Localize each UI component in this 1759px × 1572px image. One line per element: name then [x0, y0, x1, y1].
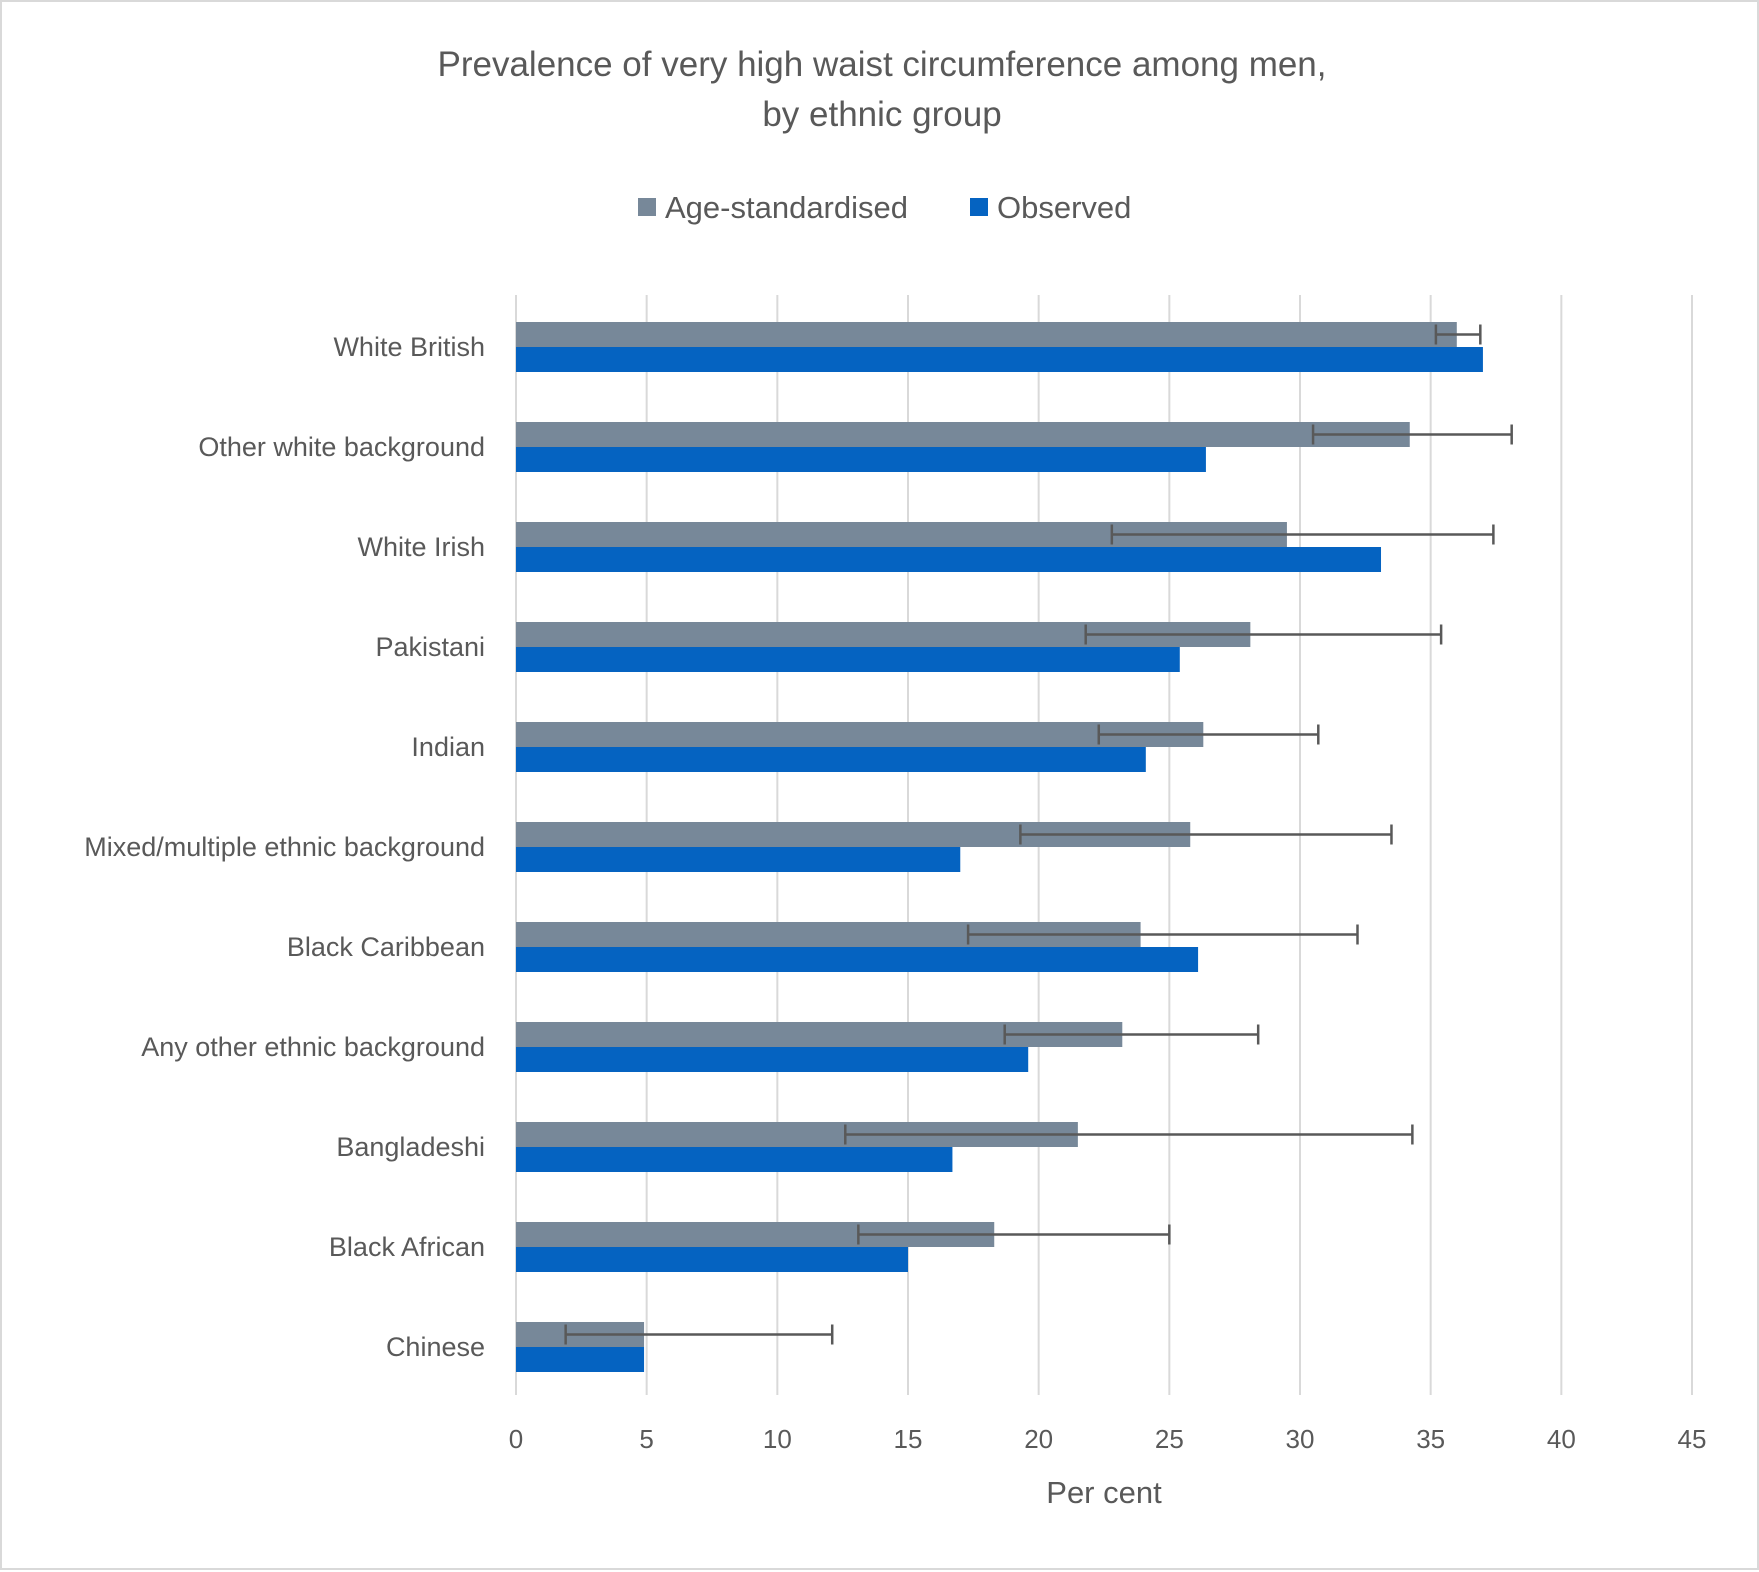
- bar-observed-black-caribbean: [516, 947, 1199, 972]
- error-bars: [564, 324, 1513, 1345]
- bars: [516, 322, 1483, 1372]
- x-tick-label-25: 25: [1155, 1424, 1184, 1454]
- bar-age-standardised-indian: [516, 722, 1204, 747]
- x-tick-label-0: 0: [509, 1424, 523, 1454]
- category-label-any-other-ethnic-background: Any other ethnic background: [141, 1032, 485, 1062]
- error-bar-chinese: [564, 1324, 834, 1345]
- x-tick-label-5: 5: [639, 1424, 653, 1454]
- error-bar-white-irish: [1110, 524, 1495, 545]
- legend-swatch-observed: [970, 198, 988, 216]
- bar-observed-bangladeshi: [516, 1147, 953, 1172]
- x-axis-title: Per cent: [1046, 1475, 1162, 1510]
- category-label-chinese: Chinese: [386, 1332, 485, 1362]
- category-label-other-white-background: Other white background: [198, 432, 485, 462]
- error-bar-any-other-ethnic-background: [1003, 1024, 1260, 1045]
- category-labels: White British Other white background White…: [84, 332, 485, 1362]
- category-label-white-irish: White Irish: [357, 532, 485, 562]
- legend-swatch-age-standardised: [638, 198, 656, 216]
- error-bar-other-white-background: [1311, 424, 1513, 445]
- error-bar-mixed-multiple-ethnic-background: [1019, 824, 1393, 845]
- error-bar-bangladeshi: [844, 1124, 1414, 1145]
- category-label-pakistani: Pakistani: [375, 632, 485, 662]
- error-bar-white-british: [1434, 324, 1482, 345]
- category-label-black-caribbean: Black Caribbean: [287, 932, 485, 962]
- bar-age-standardised-white-british: [516, 322, 1457, 347]
- error-bar-indian: [1097, 724, 1320, 745]
- category-label-black-african: Black African: [329, 1232, 485, 1262]
- bar-observed-white-irish: [516, 547, 1382, 572]
- bar-observed-chinese: [516, 1347, 645, 1372]
- chart-title-line-1: Prevalence of very high waist circumfere…: [437, 45, 1326, 84]
- error-bar-pakistani: [1084, 624, 1443, 645]
- category-label-indian: Indian: [411, 732, 485, 762]
- category-label-mixed-multiple-ethnic-background: Mixed/multiple ethnic background: [84, 832, 485, 862]
- bar-observed-other-white-background: [516, 447, 1206, 472]
- bar-observed-indian: [516, 747, 1146, 772]
- legend: Age-standardised Observed: [638, 190, 1131, 225]
- x-tick-label-20: 20: [1024, 1424, 1053, 1454]
- x-tick-label-15: 15: [894, 1424, 923, 1454]
- bar-age-standardised-other-white-background: [516, 422, 1410, 447]
- error-bar-black-african: [857, 1224, 1171, 1245]
- bar-observed-any-other-ethnic-background: [516, 1047, 1029, 1072]
- x-tick-label-35: 35: [1416, 1424, 1445, 1454]
- x-tick-labels: 0 5 10 15 20 25 30 35 40 45: [509, 1424, 1707, 1454]
- legend-label-age-standardised: Age-standardised: [665, 190, 908, 225]
- legend-label-observed: Observed: [997, 190, 1131, 225]
- bar-observed-black-african: [516, 1247, 908, 1272]
- x-tick-label-45: 45: [1678, 1424, 1707, 1454]
- category-label-white-british: White British: [333, 332, 485, 362]
- x-tick-label-10: 10: [763, 1424, 792, 1454]
- bar-observed-pakistani: [516, 647, 1180, 672]
- bar-observed-mixed-multiple-ethnic-background: [516, 847, 961, 872]
- chart-title-line-2: by ethnic group: [762, 95, 1001, 134]
- x-tick-label-30: 30: [1286, 1424, 1315, 1454]
- bar-observed-white-british: [516, 347, 1483, 372]
- error-bar-black-caribbean: [966, 924, 1359, 945]
- x-tick-label-40: 40: [1547, 1424, 1576, 1454]
- category-label-bangladeshi: Bangladeshi: [336, 1132, 485, 1162]
